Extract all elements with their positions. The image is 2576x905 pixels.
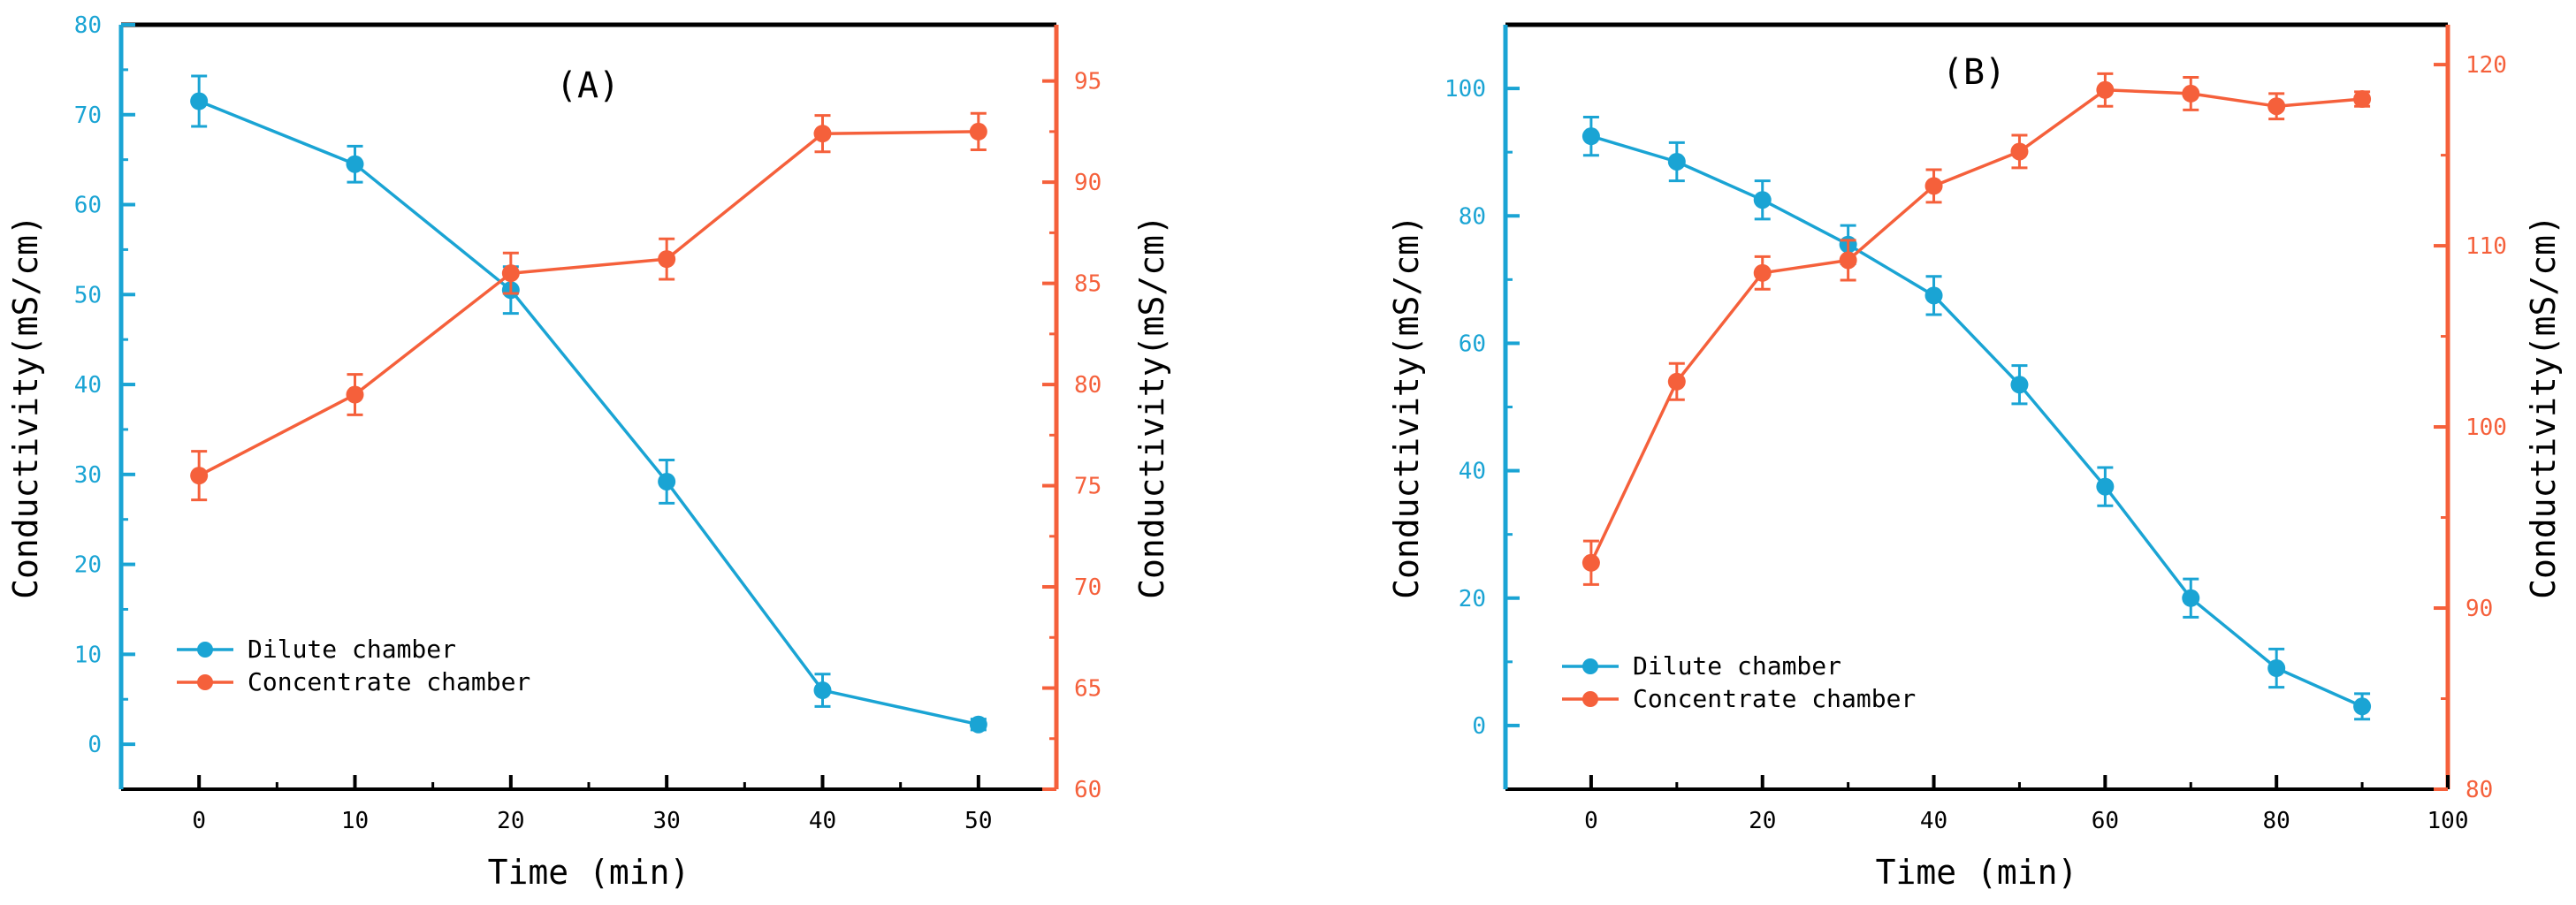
x-tick-label: 20 xyxy=(497,808,524,834)
series-dilute xyxy=(1581,116,2372,721)
chart-panel-b: 0 20 40 60 80 100 0 20 40 60 80 100 80 90 100 110 120 Tim… xyxy=(1387,22,2563,892)
left-y-tick-label: 40 xyxy=(1459,459,1486,485)
data-point xyxy=(1753,191,1772,209)
data-point xyxy=(2096,80,2115,99)
x-tick-label: 20 xyxy=(1749,808,1776,834)
data-point xyxy=(1924,177,1943,195)
right-y-tick-label: 90 xyxy=(1074,170,1101,196)
data-point xyxy=(190,467,209,485)
series-line xyxy=(198,99,979,726)
left-y-tick-label: 40 xyxy=(74,372,102,399)
x-tick-label: 0 xyxy=(1584,808,1598,834)
data-point xyxy=(346,155,364,173)
data-point xyxy=(658,250,676,269)
x-tick-label: 10 xyxy=(341,808,369,834)
left-y-tick-label: 20 xyxy=(74,552,102,579)
data-point xyxy=(1924,286,1943,305)
x-tick-label: 100 xyxy=(2427,808,2469,834)
legend-marker xyxy=(1582,658,1598,674)
data-point xyxy=(1581,553,1600,572)
legend-label: Concentrate chamber xyxy=(1633,684,1916,713)
panel-label: (A) xyxy=(556,65,620,106)
data-point xyxy=(1667,152,1686,171)
right-y-tick-label: 80 xyxy=(2465,777,2493,803)
series-concentrate xyxy=(1581,72,2372,586)
right-y-tick-label: 80 xyxy=(1074,372,1101,399)
x-axis-title: Time (min) xyxy=(1876,853,2078,892)
left-y-tick-label: 80 xyxy=(74,12,102,39)
series-line xyxy=(198,130,979,477)
x-tick-label: 80 xyxy=(2263,808,2290,834)
right-y-axis-title: Conductivity(mS/cm) xyxy=(1132,215,1171,599)
data-point xyxy=(658,472,676,491)
x-tick-label: 60 xyxy=(2092,808,2119,834)
right-y-tick-label: 100 xyxy=(2465,414,2507,441)
series-dilute xyxy=(190,74,987,734)
data-point xyxy=(190,92,209,110)
left-y-tick-label: 60 xyxy=(1459,331,1486,357)
legend-marker xyxy=(197,642,213,658)
x-tick-label: 0 xyxy=(192,808,206,834)
right-y-tick-label: 110 xyxy=(2465,233,2507,260)
data-point xyxy=(2267,659,2286,678)
right-y-tick-label: 95 xyxy=(1074,69,1101,95)
right-y-tick-label: 60 xyxy=(1074,777,1101,803)
right-y-tick-label: 90 xyxy=(2465,596,2493,622)
right-y-tick-label: 120 xyxy=(2465,52,2507,79)
legend-marker xyxy=(1582,691,1598,707)
legend: Dilute chamber Concentrate chamber xyxy=(177,635,530,696)
right-y-tick-label: 65 xyxy=(1074,676,1101,703)
left-y-tick-label: 100 xyxy=(1444,76,1486,103)
x-tick-label: 50 xyxy=(964,808,992,834)
series-concentrate xyxy=(190,111,987,502)
data-point xyxy=(501,264,520,283)
left-y-tick-label: 30 xyxy=(74,462,102,489)
x-tick-label: 30 xyxy=(653,808,681,834)
left-y-tick-label: 0 xyxy=(1472,713,1486,740)
data-point xyxy=(2010,142,2029,161)
series-line xyxy=(1589,88,2363,564)
data-point xyxy=(813,681,832,700)
data-point xyxy=(813,125,832,143)
data-point xyxy=(1753,263,1772,282)
x-tick-label: 40 xyxy=(1920,808,1947,834)
legend-label: Concentrate chamber xyxy=(248,667,530,696)
legend-label: Dilute chamber xyxy=(248,635,456,664)
left-y-tick-label: 10 xyxy=(74,642,102,668)
left-y-tick-label: 70 xyxy=(74,103,102,129)
chart-panel-a: 0 10 20 30 40 50 0 10 20 30 40 50 60 70 80 60 65 70 75 80 85… xyxy=(6,12,1171,892)
data-point xyxy=(2267,97,2286,116)
data-point xyxy=(2182,589,2200,607)
data-point xyxy=(2010,376,2029,394)
data-point xyxy=(1581,127,1600,146)
right-y-tick-label: 85 xyxy=(1074,271,1101,298)
data-point xyxy=(969,122,987,141)
x-axis-title: Time (min) xyxy=(488,853,690,892)
left-y-tick-label: 60 xyxy=(74,193,102,219)
legend: Dilute chamber Concentrate chamber xyxy=(1562,651,1916,713)
left-y-tick-label: 20 xyxy=(1459,586,1486,612)
data-point xyxy=(2182,84,2200,103)
series-line xyxy=(1590,134,2363,708)
panel-label: (B) xyxy=(1942,52,2006,93)
left-y-tick-label: 50 xyxy=(74,282,102,308)
data-point xyxy=(346,385,364,404)
left-y-tick-label: 0 xyxy=(88,732,102,758)
legend-marker xyxy=(197,674,213,690)
data-point xyxy=(2096,477,2115,496)
data-point xyxy=(1839,251,1857,270)
right-y-axis-title: Conductivity(mS/cm) xyxy=(2524,215,2563,599)
data-point xyxy=(1667,372,1686,391)
right-y-tick-label: 70 xyxy=(1074,574,1101,601)
left-y-tick-label: 80 xyxy=(1459,203,1486,230)
left-y-axis-title: Conductivity(mS/cm) xyxy=(6,215,45,599)
left-y-axis-title: Conductivity(mS/cm) xyxy=(1387,215,1426,599)
data-point xyxy=(969,715,987,734)
legend-label: Dilute chamber xyxy=(1633,651,1841,681)
data-point xyxy=(2353,697,2372,716)
right-y-tick-label: 75 xyxy=(1074,474,1101,500)
data-point xyxy=(2353,90,2372,109)
x-tick-label: 40 xyxy=(809,808,836,834)
